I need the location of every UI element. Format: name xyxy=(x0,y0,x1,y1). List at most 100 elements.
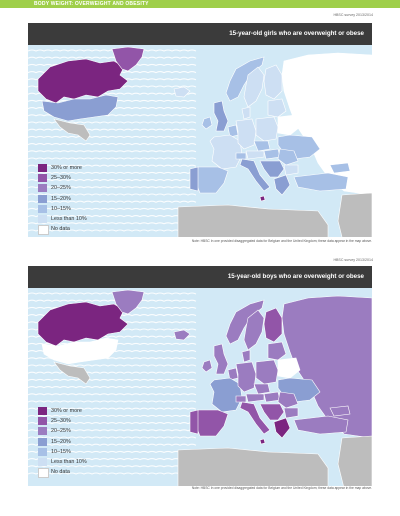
region-uk xyxy=(213,343,229,375)
region-caucasus xyxy=(329,405,351,417)
legend-swatch xyxy=(38,417,47,426)
map-title: 15-year-old girls who are overweight or … xyxy=(229,30,364,37)
region-denmark xyxy=(241,106,251,120)
region-switzerland xyxy=(235,395,247,403)
region-usa xyxy=(41,337,119,365)
legend-label: 20–25% xyxy=(51,185,71,192)
ocean-wave xyxy=(27,49,197,52)
ocean-wave xyxy=(27,56,197,59)
region-norway xyxy=(225,299,265,345)
region-malta xyxy=(259,438,266,445)
region-czech xyxy=(253,383,271,395)
region-bulgaria xyxy=(283,164,299,176)
region-germany xyxy=(235,361,257,393)
region-romania xyxy=(277,391,299,409)
choropleth-map xyxy=(27,288,373,489)
region-mexico xyxy=(53,361,91,385)
region-middle-east xyxy=(337,192,373,246)
map-title-bar: 15-year-old boys who are overweight or o… xyxy=(28,266,372,288)
ocean-wave xyxy=(27,450,197,454)
ocean-wave xyxy=(27,171,197,175)
legend-swatch xyxy=(38,407,47,415)
ocean-wave xyxy=(27,193,197,196)
legend-label: 25–30% xyxy=(51,418,71,425)
region-france xyxy=(209,377,243,413)
region-greenland xyxy=(111,289,145,315)
region-norway xyxy=(225,56,265,102)
ocean-wave xyxy=(27,299,197,302)
ocean-wave xyxy=(27,215,197,218)
ocean-wave xyxy=(27,407,197,410)
legend-swatch xyxy=(38,174,47,183)
region-poland xyxy=(255,359,279,385)
region-russia xyxy=(281,52,373,196)
legend-swatch xyxy=(38,184,47,193)
region-romania xyxy=(277,148,299,166)
map-title-bar: 15-year-old girls who are overweight or … xyxy=(28,23,372,45)
legend-swatch xyxy=(38,215,47,223)
legend-swatch xyxy=(38,204,47,213)
region-ireland xyxy=(201,116,213,130)
region-finland xyxy=(263,64,283,100)
region-austria xyxy=(245,393,265,403)
region-denmark xyxy=(241,349,251,363)
legend-label: 10–15% xyxy=(51,448,71,455)
region-belarus xyxy=(277,114,301,136)
ocean-wave xyxy=(27,128,197,131)
survey-label: HBSC survey 2013/2014 xyxy=(333,13,373,17)
legend-label: 15–20% xyxy=(51,195,71,202)
legend-label: Less than 10% xyxy=(51,216,87,222)
legend-label: Less than 10% xyxy=(51,459,87,465)
region-baltics xyxy=(267,98,287,118)
map-area: 30% or more 25–30% 20–25% 15–20% 10–15% Less … xyxy=(27,45,373,246)
ocean-wave xyxy=(27,371,197,374)
ocean-wave xyxy=(27,200,197,203)
region-italy xyxy=(239,401,271,435)
ocean-wave xyxy=(27,436,197,439)
legend-label: 15–20% xyxy=(51,438,71,445)
legend-swatch xyxy=(38,225,49,236)
ocean-wave xyxy=(27,207,197,211)
ocean-wave xyxy=(27,292,197,295)
region-africa xyxy=(177,447,329,489)
ocean-wave xyxy=(27,229,197,232)
ocean-wave xyxy=(27,393,197,396)
map-title: 15-year-old boys who are overweight or o… xyxy=(227,273,364,280)
region-caucasus xyxy=(329,162,351,174)
legend-swatch xyxy=(38,468,49,479)
ocean-wave xyxy=(27,414,197,418)
region-france xyxy=(209,134,243,170)
ocean-wave xyxy=(27,157,197,160)
region-uk xyxy=(213,100,229,132)
ocean-wave xyxy=(27,378,197,382)
region-belarus xyxy=(277,357,301,379)
map-area: 30% or more 25–30% 20–25% 15–20% 10–15% Less … xyxy=(27,288,373,489)
ocean-wave xyxy=(27,186,197,189)
region-italy xyxy=(239,158,271,192)
region-middle-east xyxy=(337,435,373,489)
ocean-wave xyxy=(27,164,197,167)
legend-label: 30% or more xyxy=(51,408,82,414)
region-malta xyxy=(259,195,266,202)
legend-label: 25–30% xyxy=(51,175,71,182)
legend-label: No data xyxy=(51,469,70,476)
legend-swatch xyxy=(38,447,47,456)
map-panel-boys: 15-year-old boys who are overweight or o… xyxy=(27,266,373,494)
region-iceland xyxy=(173,329,191,341)
ocean-wave xyxy=(27,400,197,403)
ocean-wave xyxy=(27,458,197,461)
legend-swatch xyxy=(38,164,47,172)
region-russia xyxy=(281,295,373,439)
ocean-wave xyxy=(27,135,197,139)
ocean-wave xyxy=(27,143,197,146)
region-czech xyxy=(253,140,271,152)
region-sweden xyxy=(243,309,265,351)
region-balkans xyxy=(259,403,285,421)
region-hungary xyxy=(263,391,281,403)
region-iceland xyxy=(173,86,191,98)
region-usa xyxy=(41,94,119,122)
region-bulgaria xyxy=(283,407,299,419)
region-greece xyxy=(273,174,291,196)
region-mexico xyxy=(53,118,91,142)
region-baltics xyxy=(267,341,287,361)
